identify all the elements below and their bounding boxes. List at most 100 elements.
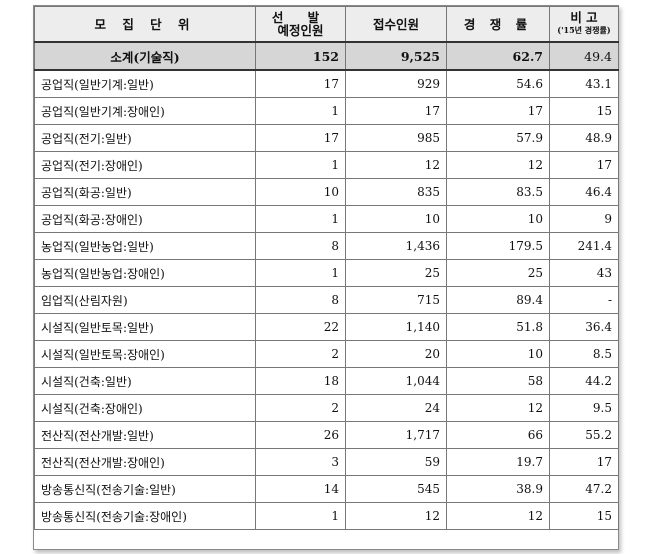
table-row: 방송통신직(전송기술:일반) 14 545 38.9 47.2 xyxy=(34,475,619,503)
cell-ratio: 12 xyxy=(446,394,550,422)
cell-prev-ratio: 44.2 xyxy=(549,367,619,395)
cell-unit: 시설직(건축:장애인) xyxy=(34,394,256,422)
table-row: 임업직(산림자원) 8 715 89.4- xyxy=(34,286,619,314)
cell-applicants: 1,717 xyxy=(345,421,447,449)
cell-planned: 3 xyxy=(255,448,346,476)
cell-applicants: 25 xyxy=(345,259,447,287)
cell-prev-ratio: 8.5 xyxy=(549,340,619,368)
cell-ratio: 58 xyxy=(446,367,550,395)
cell-ratio: 17 xyxy=(446,97,550,125)
cell-prev-ratio: - xyxy=(549,286,619,314)
cell-applicants: 545 xyxy=(345,475,447,503)
subtotal-row: 소계(기술직) 152 9,525 62.7 49.4 xyxy=(34,41,619,71)
cell-ratio: 10 xyxy=(446,205,550,233)
cell-ratio: 51.8 xyxy=(446,313,550,341)
cell-applicants: 20 xyxy=(345,340,447,368)
table-row: 시설직(건축:장애인) 2 24 12 9.5 xyxy=(34,394,619,422)
table-row: 시설직(건축:일반) 18 1,044 58 44.2 xyxy=(34,367,619,395)
recruitment-table: 모 집 단 위 선 발 예정인원 접수인원 경 쟁 률 비 고 ('15년 경쟁… xyxy=(34,6,619,530)
cell-applicants: 59 xyxy=(345,448,447,476)
cell-applicants: 12 xyxy=(345,502,447,530)
cell-prev-ratio: 43 xyxy=(549,259,619,287)
table-row: 공업직(화공:일반) 10 835 83.5 46.4 xyxy=(34,178,619,206)
cell-planned: 8 xyxy=(255,232,346,260)
cell-planned: 18 xyxy=(255,367,346,395)
table-row: 시설직(일반토목:장애인) 2 20 10 8.5 xyxy=(34,340,619,368)
cell-unit: 공업직(일반기계:장애인) xyxy=(34,97,256,125)
cell-planned: 2 xyxy=(255,394,346,422)
cell-ratio: 83.5 xyxy=(446,178,550,206)
cell-prev-ratio: 241.4 xyxy=(549,232,619,260)
table-row: 전산직(전산개발:일반) 26 1,717 66 55.2 xyxy=(34,421,619,449)
cell-ratio: 10 xyxy=(446,340,550,368)
table-row: 전산직(전산개발:장애인) 3 59 19.7 17 xyxy=(34,448,619,476)
header-competition: 경 쟁 률 xyxy=(446,6,550,43)
cell-ratio: 57.9 xyxy=(446,124,550,152)
cell-applicants: 929 xyxy=(345,69,447,98)
recruitment-table-frame: 모 집 단 위 선 발 예정인원 접수인원 경 쟁 률 비 고 ('15년 경쟁… xyxy=(33,5,619,550)
cell-ratio: 66 xyxy=(446,421,550,449)
cell-unit: 임업직(산림자원) xyxy=(34,286,256,314)
header-row: 모 집 단 위 선 발 예정인원 접수인원 경 쟁 률 비 고 ('15년 경쟁… xyxy=(34,6,619,43)
cell-planned: 17 xyxy=(255,69,346,98)
subtotal-name: 소계(기술직) xyxy=(34,41,256,71)
cell-planned: 10 xyxy=(255,178,346,206)
cell-unit: 공업직(화공:일반) xyxy=(34,178,256,206)
cell-unit: 시설직(건축:일반) xyxy=(34,367,256,395)
cell-prev-ratio: 17 xyxy=(549,151,619,179)
cell-ratio: 25 xyxy=(446,259,550,287)
cell-unit: 시설직(일반토목:장애인) xyxy=(34,340,256,368)
table-row: 방송통신직(전송기술:장애인) 1 12 12 15 xyxy=(34,502,619,530)
cell-unit: 전산직(전산개발:일반) xyxy=(34,421,256,449)
cell-prev-ratio: 46.4 xyxy=(549,178,619,206)
cell-unit: 공업직(전기:일반) xyxy=(34,124,256,152)
cell-unit: 공업직(일반기계:일반) xyxy=(34,69,256,98)
cell-prev-ratio: 43.1 xyxy=(549,69,619,98)
cell-ratio: 38.9 xyxy=(446,475,550,503)
cell-prev-ratio: 15 xyxy=(549,97,619,125)
cell-planned: 14 xyxy=(255,475,346,503)
cell-planned: 26 xyxy=(255,421,346,449)
cell-planned: 8 xyxy=(255,286,346,314)
cell-ratio: 12 xyxy=(446,502,550,530)
cell-planned: 22 xyxy=(255,313,346,341)
table-row: 시설직(일반토목:일반) 22 1,140 51.8 36.4 xyxy=(34,313,619,341)
cell-ratio: 12 xyxy=(446,151,550,179)
subtotal-applicants: 9,525 xyxy=(345,41,447,71)
cell-applicants: 1,044 xyxy=(345,367,447,395)
cell-applicants: 715 xyxy=(345,286,447,314)
cell-unit: 시설직(일반토목:일반) xyxy=(34,313,256,341)
cell-unit: 방송통신직(전송기술:일반) xyxy=(34,475,256,503)
cell-applicants: 10 xyxy=(345,205,447,233)
cell-planned: 1 xyxy=(255,259,346,287)
cell-unit: 농업직(일반농업:일반) xyxy=(34,232,256,260)
header-note-line1: 비 고 xyxy=(570,10,598,25)
cell-applicants: 1,140 xyxy=(345,313,447,341)
header-planned-line2: 예정인원 xyxy=(277,23,324,38)
header-note-line2: ('15년 경쟁률) xyxy=(557,25,611,35)
cell-planned: 1 xyxy=(255,205,346,233)
cell-applicants: 12 xyxy=(345,151,447,179)
cell-unit: 전산직(전산개발:장애인) xyxy=(34,448,256,476)
cell-applicants: 1,436 xyxy=(345,232,447,260)
cell-unit: 농업직(일반농업:장애인) xyxy=(34,259,256,287)
cell-prev-ratio: 47.2 xyxy=(549,475,619,503)
table-row: 공업직(전기:장애인) 1 12 12 17 xyxy=(34,151,619,179)
cell-prev-ratio: 48.9 xyxy=(549,124,619,152)
table-row: 공업직(화공:장애인) 1 10 10 9 xyxy=(34,205,619,233)
cell-planned: 17 xyxy=(255,124,346,152)
table-row: 농업직(일반농업:일반) 8 1,436 179.5 241.4 xyxy=(34,232,619,260)
cell-prev-ratio: 15 xyxy=(549,502,619,530)
table-row: 공업직(일반기계:장애인) 1 17 17 15 xyxy=(34,97,619,125)
cell-prev-ratio: 55.2 xyxy=(549,421,619,449)
subtotal-prev-ratio: 49.4 xyxy=(549,41,619,71)
header-planned-line1: 선 발 xyxy=(271,10,330,25)
cell-prev-ratio: 9 xyxy=(549,205,619,233)
cell-prev-ratio: 36.4 xyxy=(549,313,619,341)
table-row: 농업직(일반농업:장애인) 1 25 25 43 xyxy=(34,259,619,287)
cell-ratio: 179.5 xyxy=(446,232,550,260)
cell-unit: 공업직(화공:장애인) xyxy=(34,205,256,233)
header-planned: 선 발 예정인원 xyxy=(255,6,346,43)
header-applicants: 접수인원 xyxy=(345,6,447,43)
cell-applicants: 985 xyxy=(345,124,447,152)
